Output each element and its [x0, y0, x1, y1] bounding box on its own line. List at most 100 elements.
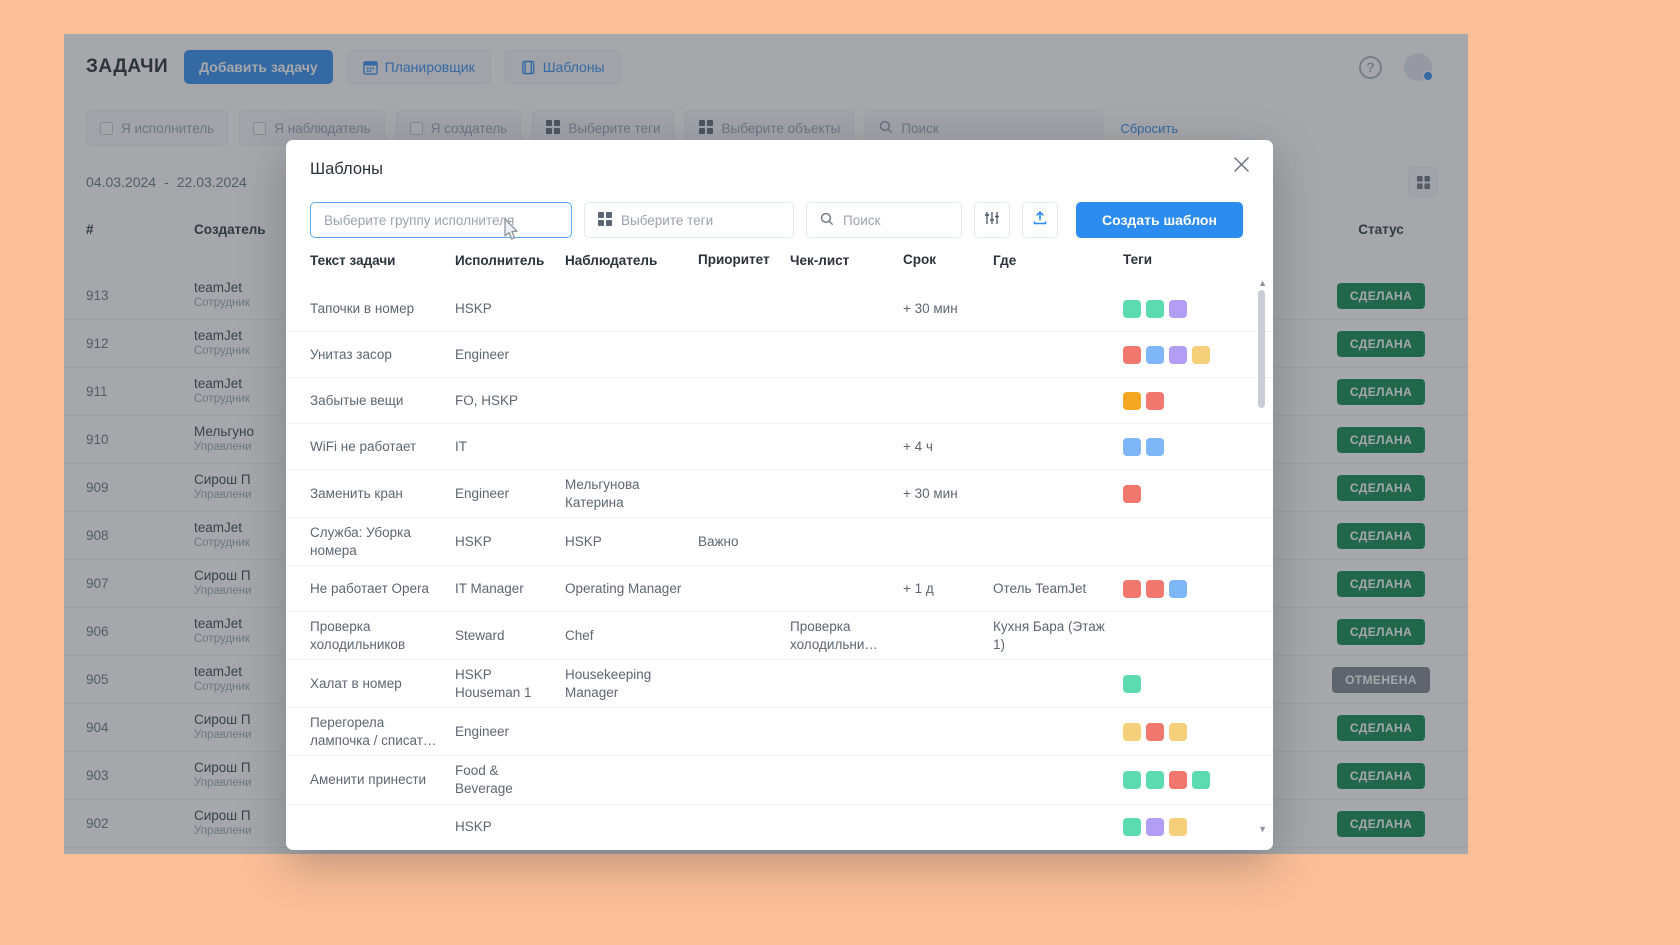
template-executor: HSKP [455, 533, 492, 549]
avatar[interactable] [1404, 53, 1433, 81]
tag-swatch [1169, 771, 1187, 790]
tag-swatch [1123, 722, 1141, 741]
template-term: + 1 д [903, 581, 934, 597]
task-status-cell: СДЕЛАНА [1316, 618, 1446, 645]
template-row[interactable]: Проверка холодильников Steward Chef Проверк… [286, 612, 1273, 661]
scroll-down-icon[interactable]: ▼ [1258, 824, 1267, 834]
date-from[interactable]: 04.03.2024 [86, 174, 157, 190]
sliders-icon [984, 210, 1000, 231]
template-executor: Engineer [455, 485, 510, 501]
task-id: 907 [86, 576, 109, 591]
task-status-cell: СДЕЛАНА [1316, 714, 1446, 741]
template-row[interactable]: Перегорела лампочка / списат… Engineer [286, 708, 1273, 757]
status-badge: СДЕЛАНА [1336, 714, 1426, 741]
col-header-author: Создатель [194, 221, 266, 237]
filter-settings-button[interactable] [974, 202, 1010, 238]
view-toggle-button[interactable] [1408, 167, 1438, 197]
template-row[interactable]: Тапочки в номер HSKP + 30 мин [286, 286, 1273, 332]
tag-swatch [1123, 674, 1141, 693]
template-executor: Engineer [455, 724, 510, 740]
template-tags [1123, 818, 1243, 837]
tags-grid-icon [546, 119, 561, 137]
template-watcher: Chef [565, 627, 594, 643]
task-id: 909 [86, 480, 109, 495]
upload-icon [1032, 210, 1048, 231]
templates-table-body[interactable]: Тапочки в номер HSKP + 30 мин Унитаз засор E… [286, 286, 1273, 850]
scrollbar-thumb[interactable] [1258, 290, 1265, 408]
template-row[interactable]: Аменити принести Food & Beverage [286, 756, 1273, 805]
status-badge: СДЕЛАНА [1336, 570, 1426, 597]
template-executor: Engineer [455, 346, 510, 362]
template-row[interactable]: Служба: Уборка номера HSKP HSKP Важно [286, 518, 1273, 567]
planner-button[interactable]: Планировщик [346, 50, 491, 84]
create-template-label: Создать шаблон [1102, 212, 1217, 228]
author-name: Сирош П [194, 471, 251, 487]
template-where: Кухня Бара (Этаж 1) [993, 619, 1105, 652]
help-icon[interactable]: ? [1359, 55, 1382, 79]
filter-chip-label: Я наблюдатель [274, 120, 371, 136]
modal-scrollbar[interactable] [1258, 290, 1265, 832]
author-name: Сирош П [194, 759, 251, 775]
template-row[interactable]: Унитаз засор Engineer [286, 332, 1273, 378]
filter-chip-label: Я создатель [430, 120, 508, 136]
filter-chip-executor[interactable]: Я исполнитель [86, 110, 229, 146]
template-tags [1123, 299, 1243, 318]
task-status-cell: СДЕЛАНА [1316, 330, 1446, 357]
close-icon[interactable] [1227, 150, 1255, 178]
templates-button[interactable]: Шаблоны [504, 50, 621, 84]
template-row[interactable]: Заменить кран Engineer Мельгунова Катерина… [286, 470, 1273, 519]
task-author: teamJet Сотрудник [194, 328, 369, 360]
template-row[interactable]: Забытые вещи FO, HSKP [286, 378, 1273, 424]
filter-chip-label: Поиск [901, 120, 939, 136]
create-template-button[interactable]: Создать шаблон [1076, 202, 1243, 238]
task-status-cell: ОТМЕНЕНА [1316, 666, 1446, 693]
task-status-cell: СДЕЛАНА [1316, 810, 1446, 837]
add-task-button[interactable]: Добавить задачу [184, 50, 333, 84]
date-to[interactable]: 22.03.2024 [176, 174, 247, 190]
template-row[interactable]: Не работает Opera IT Manager Operating Man… [286, 566, 1273, 613]
template-text: Проверка холодильников [310, 619, 406, 652]
calendar-icon [362, 60, 378, 75]
task-author: Сирош П Управлени [194, 472, 369, 504]
search-icon [820, 212, 834, 229]
author-name: teamJet [194, 663, 243, 679]
col-header-text: Текст задачи [310, 253, 396, 268]
template-where: Отель TeamJet [993, 580, 1087, 596]
template-tags [1123, 674, 1243, 693]
reset-filters-link[interactable]: Сбросить [1120, 120, 1179, 136]
task-author: teamJet Сотрудник [194, 376, 369, 408]
templates-label: Шаблоны [542, 59, 605, 75]
col-header-watcher: Наблюдатель [565, 253, 658, 268]
task-author: teamJet Сотрудник [194, 616, 369, 648]
scroll-up-icon[interactable]: ▲ [1258, 278, 1267, 288]
author-role: Управлени [194, 777, 252, 790]
template-watcher: HSKP [565, 533, 602, 549]
tag-swatch [1169, 818, 1187, 837]
tag-swatch [1169, 299, 1187, 318]
task-status-cell: СДЕЛАНА [1316, 474, 1446, 501]
template-tags [1123, 437, 1243, 456]
template-tags [1123, 579, 1243, 598]
templates-table-header: Текст задачи Исполнитель Наблюдатель При… [286, 252, 1273, 282]
modal-search-input[interactable]: Поиск [806, 202, 962, 238]
template-row[interactable]: WiFi не работает IT + 4 ч [286, 424, 1273, 470]
template-row[interactable]: Халат в номер HSKP Houseman 1 Housekeeping… [286, 660, 1273, 709]
tag-swatch [1123, 437, 1141, 456]
template-text: Унитаз засор [310, 346, 392, 362]
template-text: Халат в номер [310, 676, 402, 692]
template-text: Тапочки в номер [310, 300, 415, 316]
tags-select[interactable]: Выберите теги [584, 202, 794, 238]
tag-swatch [1146, 818, 1164, 837]
task-status-cell: СДЕЛАНА [1316, 282, 1446, 309]
upload-button[interactable] [1022, 202, 1058, 238]
col-header-checklist: Чек-лист [790, 253, 850, 268]
filter-chip-label: Выберите объекты [721, 120, 841, 136]
task-id: 903 [86, 768, 109, 783]
templates-modal: Шаблоны Выберите группу исполнителя Выбе… [286, 140, 1273, 850]
add-task-label: Добавить задачу [199, 59, 318, 75]
task-id: 913 [86, 288, 109, 303]
template-row[interactable]: HSKP [286, 805, 1273, 850]
executor-group-select[interactable]: Выберите группу исполнителя [310, 202, 572, 238]
page-title: ЗАДАЧИ [86, 56, 169, 77]
modal-search-placeholder: Поиск [843, 212, 881, 228]
